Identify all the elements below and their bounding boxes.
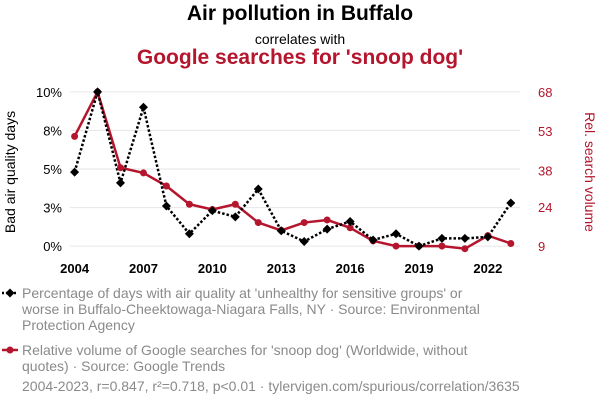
data-point-air-pollution [93,87,103,97]
right-tick-label: 68 [538,85,552,100]
data-point-snoop-dog [300,219,308,227]
left-tick-label: 10% [36,85,62,100]
right-tick-label: 24 [538,200,552,215]
legend-label-snoop-dog: Relative volume of Google searches for '… [22,342,468,374]
left-tick-label: 3% [43,201,62,216]
data-point-snoop-dog [162,182,170,190]
data-point-snoop-dog [139,169,147,177]
data-point-snoop-dog [185,200,193,208]
left-axis-label: Bad air quality days [2,111,18,233]
left-tick-label: 5% [43,162,62,177]
data-point-air-pollution [460,233,470,243]
data-point-air-pollution [483,232,493,242]
data-point-air-pollution [368,235,378,245]
left-tick-label: 8% [43,123,62,138]
data-point-air-pollution [276,226,286,236]
x-axis-ticks: 2004 2007 2010 2013 2016 2019 2022 [60,261,502,276]
data-point-air-pollution [207,206,217,216]
data-point-air-pollution [506,198,516,208]
data-point-snoop-dog [323,216,331,224]
left-axis-ticks: 0% 3% 5% 8% 10% [36,85,62,254]
data-point-air-pollution [70,167,80,177]
chart-connector-text: correlates with [254,31,346,47]
x-tick-label: 2010 [198,261,227,276]
right-tick-label: 53 [538,124,552,139]
data-point-snoop-dog [71,132,79,140]
chart-title: Air pollution in Buffalo [186,2,414,25]
x-tick-label: 2019 [405,261,434,276]
series-markers [70,87,516,253]
x-tick-label: 2013 [267,261,296,276]
data-point-snoop-dog [346,224,354,232]
grid-lines [70,91,520,247]
legend-label-air-pollution: Percentage of days with air quality at '… [22,285,480,333]
data-point-snoop-dog [117,164,125,172]
data-point-air-pollution [138,102,148,112]
data-point-air-pollution [161,201,171,211]
chart-footer: 2004-2023, r=0.847, r²=0.718, p<0.01 · t… [22,378,520,394]
data-point-snoop-dog [461,245,469,253]
series-line-snoop-dog [73,90,512,250]
data-point-air-pollution [253,184,263,194]
data-point-snoop-dog [254,219,262,227]
chart-subtitle: Google searches for 'snoop dog' [136,46,464,69]
data-point-air-pollution [322,224,332,234]
right-axis-ticks: 9 24 38 53 68 [538,85,552,254]
data-point-air-pollution [345,216,355,226]
x-tick-label: 2007 [129,261,158,276]
data-point-air-pollution [184,229,194,239]
data-point-snoop-dog [392,242,400,250]
x-tick-label: 2022 [473,261,502,276]
data-point-snoop-dog [231,200,239,208]
x-tick-label: 2016 [336,261,365,276]
data-point-air-pollution [437,233,447,243]
legend-marker-circle [2,346,18,354]
data-point-snoop-dog [438,242,446,250]
right-tick-label: 9 [538,239,545,254]
data-point-air-pollution [116,178,126,188]
right-tick-label: 38 [538,163,552,178]
data-point-air-pollution [230,212,240,222]
data-point-air-pollution [299,237,309,247]
x-tick-label: 2004 [60,261,90,276]
data-point-air-pollution [391,229,401,239]
series-lines [73,90,512,250]
right-axis-label: Rel. search volume [582,112,598,232]
left-tick-label: 0% [43,239,62,254]
data-point-air-pollution [414,241,424,251]
series-line-air-pollution [73,90,512,248]
legend-marker-diamond [2,288,18,298]
data-point-snoop-dog [507,239,515,247]
